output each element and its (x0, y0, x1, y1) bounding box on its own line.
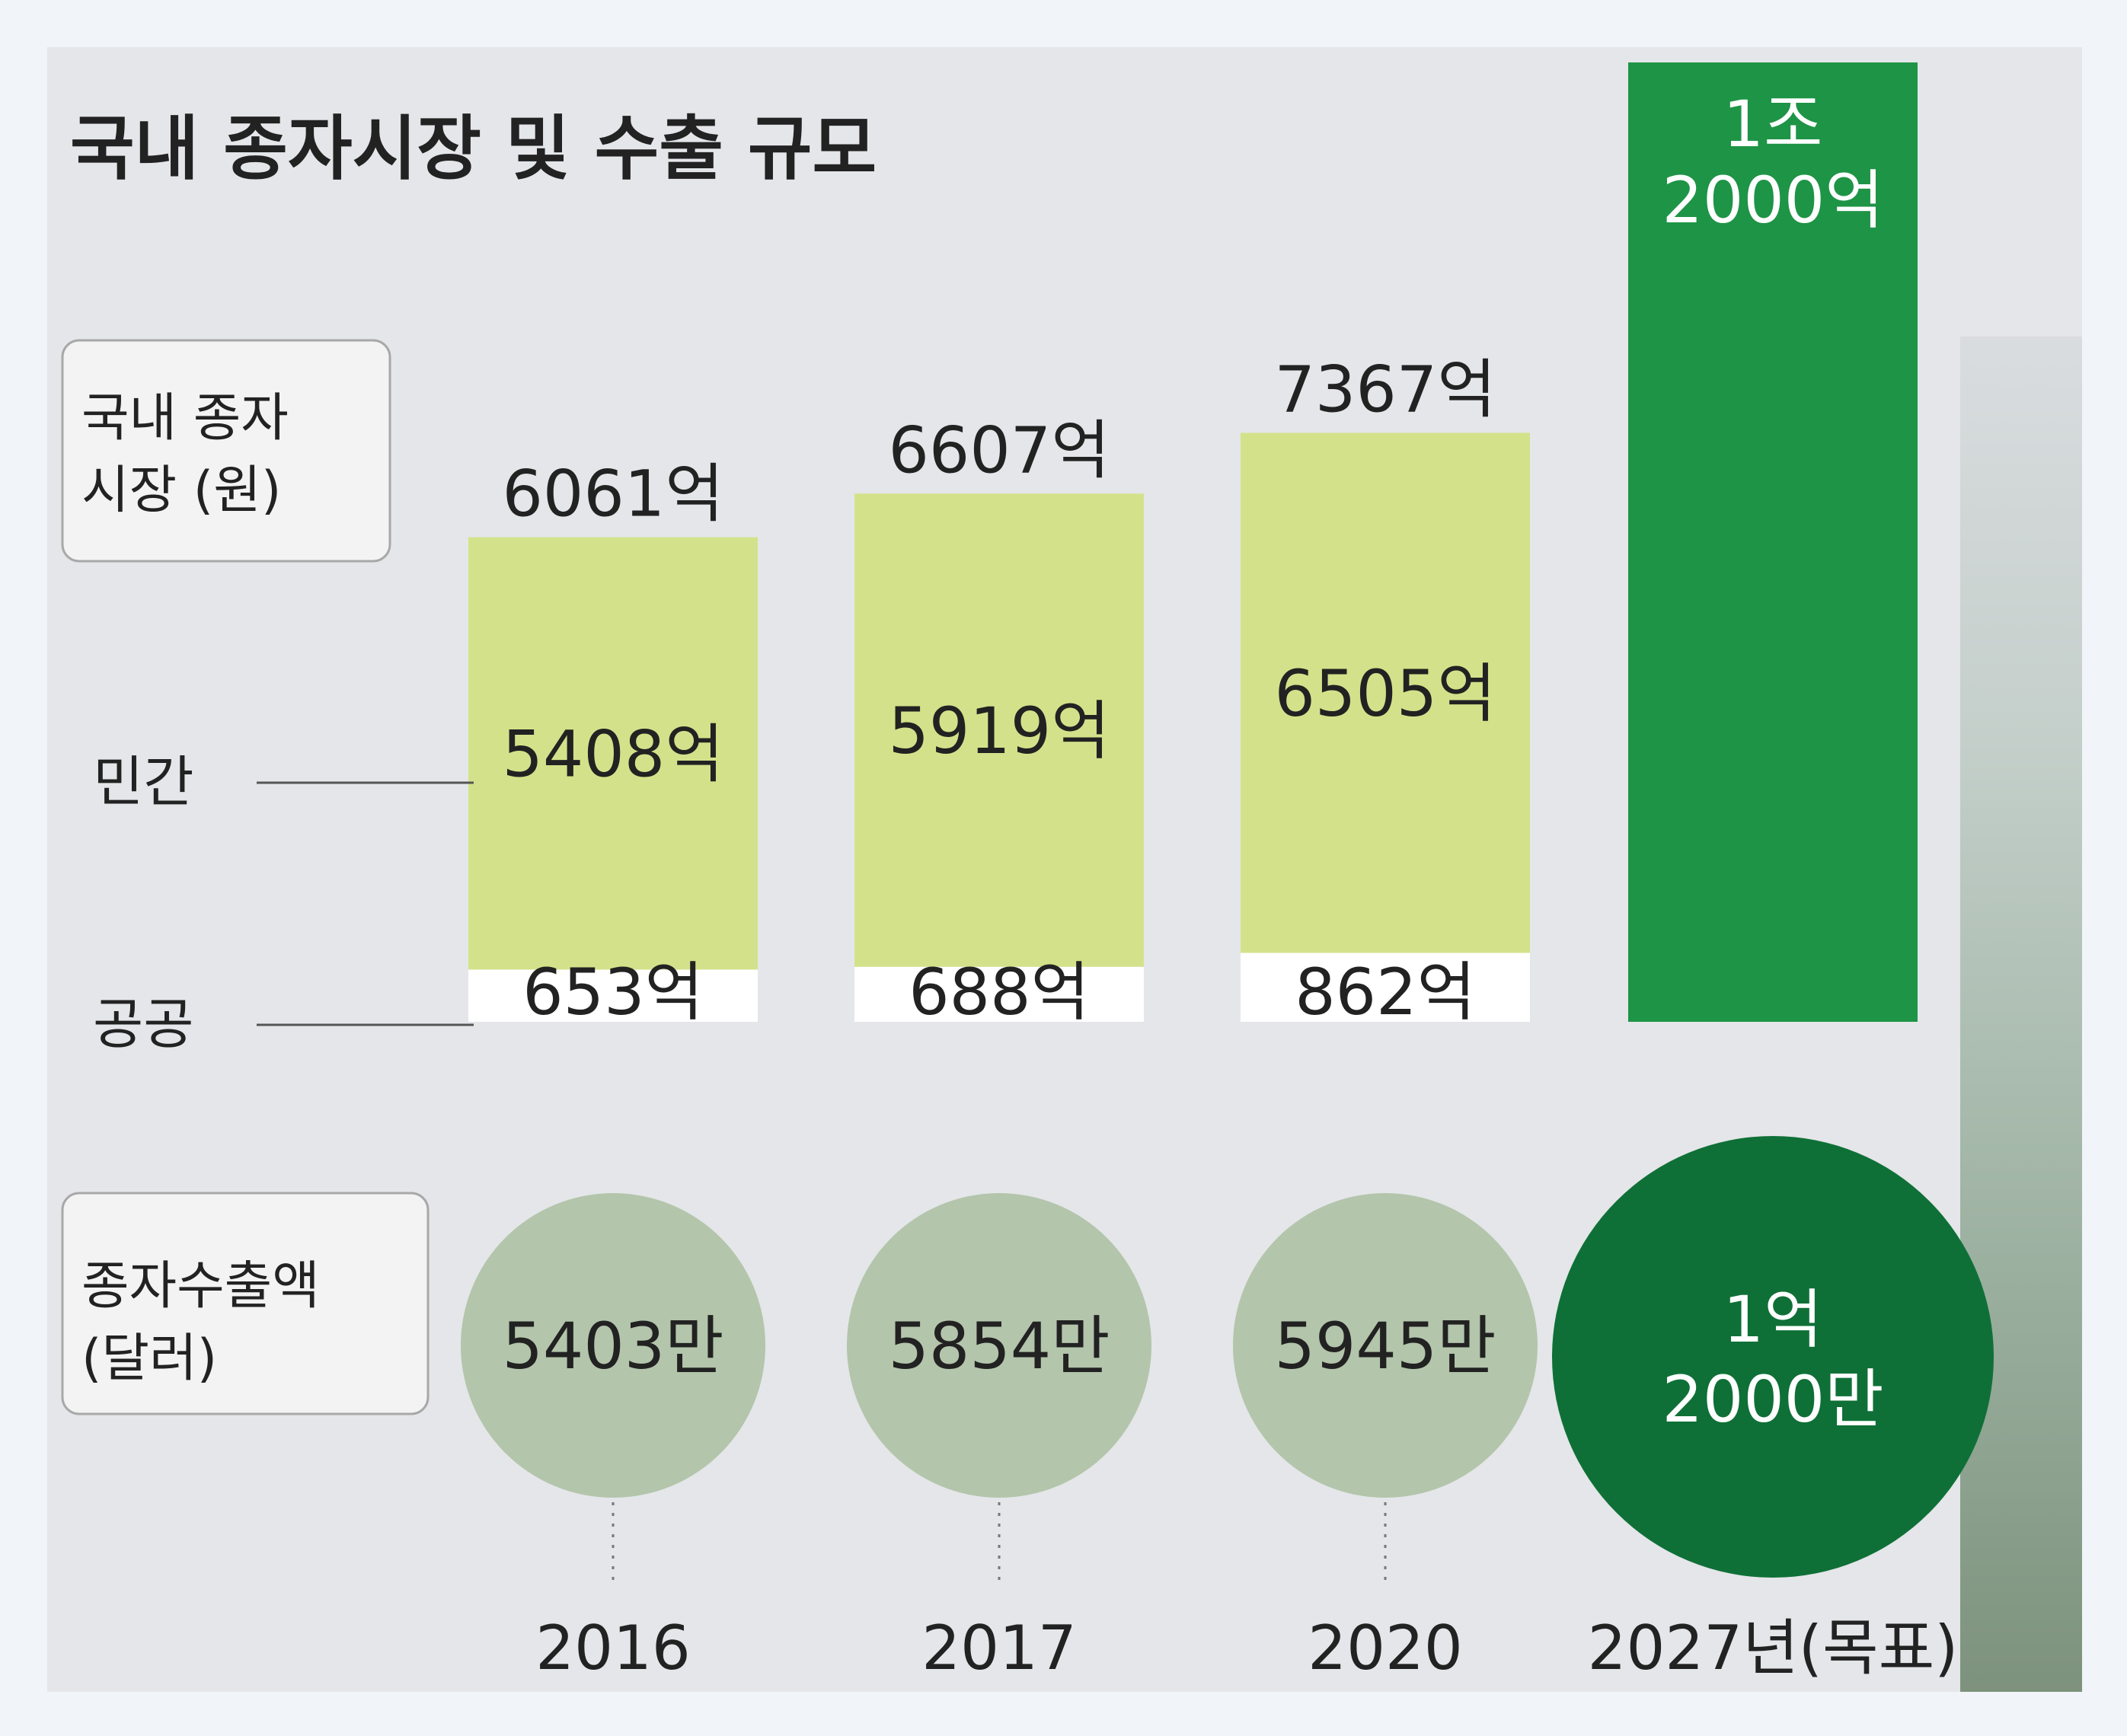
export-target-label-line1: 1억 (1723, 1282, 1823, 1357)
year-label-2016: 2016 (535, 1613, 691, 1683)
export-label-2020: 5945만 (1274, 1309, 1496, 1383)
bar-public-2017 (854, 966, 1144, 1022)
market-label-line1: 국내 종자 (81, 388, 289, 448)
export-label-box (61, 1192, 430, 1415)
bar-private-2020 (1241, 432, 1530, 953)
target-label-line2: 2000억 (1662, 163, 1883, 238)
background-photo (1960, 337, 2082, 1692)
bar-public-2016 (468, 969, 758, 1022)
export-circle-2017 (847, 1193, 1151, 1498)
export-circle-2020 (1233, 1193, 1538, 1498)
export-label-line1: 종자수출액 (81, 1256, 320, 1316)
private-series-label: 민간 (93, 750, 193, 814)
private-label-2017: 5919억 (888, 694, 1110, 768)
target-label-line1: 1조 (1723, 87, 1823, 161)
year-label-2027년(목표): 2027년(목표) (1588, 1613, 1959, 1683)
export-label-line2: (달러) (81, 1329, 217, 1389)
public-label-2016: 653억 (522, 955, 704, 1029)
private-label-2016: 5408억 (502, 717, 723, 792)
total-label-2017: 6607억 (888, 413, 1110, 487)
bar-private-2017 (854, 493, 1144, 967)
export-label-2016: 5403만 (502, 1309, 723, 1383)
bar-public-2020 (1241, 953, 1530, 1022)
bar-private-2016 (468, 537, 758, 970)
market-label-box (61, 339, 391, 563)
bar-target-2027 (1628, 62, 1918, 1022)
market-label-line2: 시장 (원) (81, 461, 281, 521)
export-label-2017: 5854만 (888, 1309, 1110, 1383)
public-series-label: 공공 (93, 992, 193, 1056)
export-circle-2016 (461, 1193, 765, 1498)
total-label-2020: 7367억 (1274, 352, 1496, 426)
year-label-2020: 2020 (1308, 1613, 1463, 1683)
public-label-2020: 862억 (1295, 955, 1476, 1029)
export-target-label-line2: 2000만 (1662, 1362, 1883, 1437)
private-label-2020: 6505억 (1274, 656, 1496, 731)
public-label-2017: 688억 (909, 955, 1090, 1029)
export-circle-2027년(목표) (1552, 1136, 1994, 1578)
total-label-2016: 6061억 (502, 457, 723, 531)
year-label-2017: 2017 (921, 1613, 1077, 1683)
chart-title: 국내 종자시장 및 수출 규모 (70, 108, 877, 190)
